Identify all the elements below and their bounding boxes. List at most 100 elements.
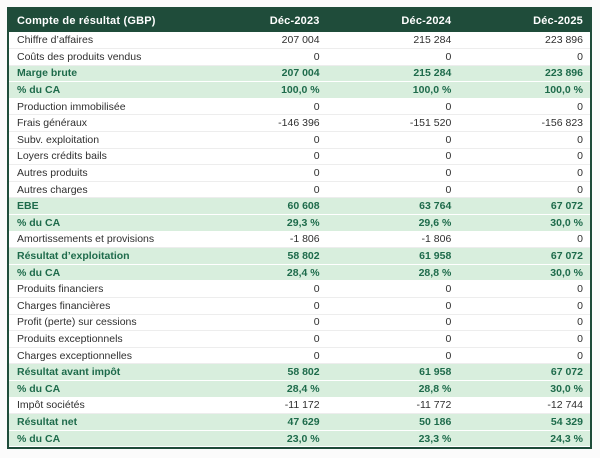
cell-value: 223 896 [458,65,590,83]
summary-row: Résultat avant impôt 58 802 61 958 67 072 [9,363,590,381]
row-label: % du CA [9,380,195,398]
row-label: Produits financiers [9,280,195,298]
cell-value: 0 [458,280,590,298]
row-label: Impôt sociétés [9,397,195,415]
cell-value: 0 [458,148,590,166]
cell-value: 0 [458,231,590,249]
row-label: % du CA [9,264,195,282]
cell-value: 0 [194,131,327,149]
cell-value: 0 [194,280,327,298]
cell-value: 29,3 % [194,214,327,232]
cell-value: 0 [194,48,327,66]
cell-value: 61 958 [326,363,459,381]
cell-value: 0 [326,131,459,149]
table-row: Impôt sociétés -11 172 -11 772 -12 744 [9,397,590,415]
summary-row: % du CA 28,4 % 28,8 % 30,0 % [9,264,590,282]
cell-value: 100,0 % [194,81,327,99]
cell-value: 0 [458,131,590,149]
cell-value: 0 [458,48,590,66]
row-label: % du CA [9,81,195,99]
cell-value: 63 764 [326,197,459,216]
table-row: Autres charges 0 0 0 [9,181,590,199]
cell-value: 67 072 [458,197,590,216]
cell-value: 54 329 [458,413,590,431]
table-title: Compte de résultat (GBP) [9,9,195,32]
row-label: Chiffre d’affaires [9,32,195,50]
cell-value: 23,3 % [326,430,459,448]
cell-value: -146 396 [194,114,327,133]
row-label: Production immobilisée [9,98,195,116]
income-statement: Compte de résultat (GBP) Déc-2023 Déc-20… [9,9,590,448]
cell-value: 0 [458,297,590,315]
cell-value: 0 [326,347,459,365]
cell-value: 0 [458,314,590,332]
row-label: Résultat net [9,413,195,431]
row-label: Marge brute [9,65,195,83]
cell-value: 50 186 [326,413,459,431]
cell-value: 0 [194,297,327,315]
cell-value: -1 806 [326,231,459,249]
cell-value: 58 802 [194,247,327,265]
table-header: Compte de résultat (GBP) Déc-2023 Déc-20… [9,9,590,32]
cell-value: 30,0 % [458,380,590,398]
table-row: Charges financières 0 0 0 [9,297,590,315]
cell-value: 23,0 % [194,430,327,448]
cell-value: 28,8 % [326,380,459,398]
row-label: Frais généraux [9,114,195,133]
table-row: Produits financiers 0 0 0 [9,280,590,298]
table-row: Autres produits 0 0 0 [9,164,590,182]
summary-row: EBE 60 608 63 764 67 072 [9,197,590,216]
cell-value: 0 [194,347,327,365]
cell-value: 0 [458,98,590,116]
row-label: Amortissements et provisions [9,231,195,249]
cell-value: 0 [194,148,327,166]
row-label: Subv. exploitation [9,131,195,149]
cell-value: 60 608 [194,197,327,216]
row-label: EBE [9,197,195,216]
cell-value: 61 958 [326,247,459,265]
cell-value: 24,3 % [458,430,590,448]
income-statement-table: Compte de résultat (GBP) Déc-2023 Déc-20… [7,7,592,450]
cell-value: 0 [194,330,327,348]
cell-value: 100,0 % [458,81,590,99]
cell-value: 0 [326,280,459,298]
cell-value: 0 [326,48,459,66]
summary-row: Résultat d’exploitation 58 802 61 958 67 07… [9,247,590,265]
cell-value: 0 [458,181,590,199]
cell-value: -11 172 [194,397,327,415]
table-row: Produits exceptionnels 0 0 0 [9,330,590,348]
row-label: Charges financières [9,297,195,315]
cell-value: 0 [326,181,459,199]
table-row: Subv. exploitation 0 0 0 [9,131,590,149]
cell-value: 215 284 [326,65,459,83]
column-header-dec-2023: Déc-2023 [194,9,327,32]
row-label: % du CA [9,214,195,232]
cell-value: 0 [194,164,327,182]
cell-value: 0 [194,181,327,199]
table-row: Coûts des produits vendus 0 0 0 [9,48,590,66]
cell-value: 207 004 [194,65,327,83]
cell-value: 0 [326,297,459,315]
cell-value: -156 823 [458,114,590,133]
summary-row: Marge brute 207 004 215 284 223 896 [9,65,590,83]
cell-value: 0 [194,314,327,332]
cell-value: 67 072 [458,247,590,265]
cell-value: 29,6 % [326,214,459,232]
table-row: Charges exceptionnelles 0 0 0 [9,347,590,365]
cell-value: 0 [326,98,459,116]
row-label: Charges exceptionnelles [9,347,195,365]
table-row: Chiffre d’affaires 207 004 215 284 223 896 [9,32,590,50]
cell-value: -151 520 [326,114,459,133]
cell-value: 30,0 % [458,214,590,232]
cell-value: 0 [326,314,459,332]
row-label: Autres produits [9,164,195,182]
summary-row: % du CA 29,3 % 29,6 % 30,0 % [9,214,590,232]
summary-row: % du CA 23,0 % 23,3 % 24,3 % [9,430,590,448]
table-body: Chiffre d’affaires 207 004 215 284 223 896 C… [9,32,590,448]
cell-value: -12 744 [458,397,590,415]
column-header-dec-2024: Déc-2024 [326,9,459,32]
summary-row: % du CA 28,4 % 28,8 % 30,0 % [9,380,590,398]
cell-value: 207 004 [194,32,327,50]
cell-value: 30,0 % [458,264,590,282]
cell-value: 100,0 % [326,81,459,99]
